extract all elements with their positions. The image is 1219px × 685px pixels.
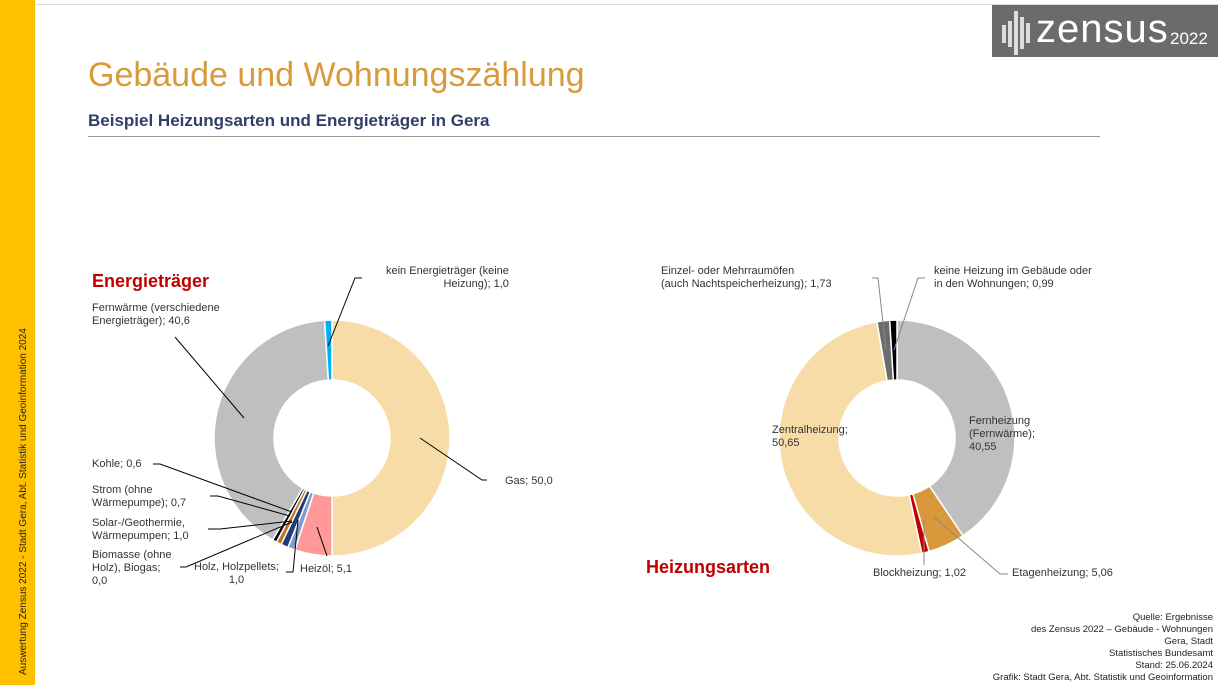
slice-keine-heizung-im-gebäude-oder-in-den-wohnungen (888, 319, 898, 381)
logo-year: 2022 (1170, 29, 1208, 48)
donut-energietraeger (213, 319, 451, 557)
leader-line (210, 495, 291, 517)
label-biomasse: Biomasse (ohne Holz), Biogas; 0,0 (92, 549, 172, 587)
chart-title-energietraeger: Energieträger (92, 271, 210, 291)
label-gas: Gas; 50,0 (505, 475, 553, 487)
label-kohle: Kohle; 0,6 (92, 458, 142, 470)
leader-line (180, 521, 293, 568)
leader-line (208, 520, 293, 530)
chart-title-heizungsarten: Heizungsarten (646, 557, 771, 577)
label-heizoel: Heizöl; 5,1 (300, 563, 352, 575)
label-kein-energietraeger: kein Energieträger (keine Heizung); 1,0 (386, 265, 509, 290)
label-fernwaerme: Fernwärme (verschiedene Energieträger); 4… (92, 302, 220, 327)
slice-zentralheizung (778, 320, 923, 557)
label-etagenheizung: Etagenheizung; 5,06 (1012, 567, 1113, 579)
label-solar: Solar-/Geothermie, Wärmepumpen; 1,0 (92, 517, 189, 542)
leader-line (419, 437, 487, 481)
title-rule (88, 136, 1100, 137)
page-subtitle: Beispiel Heizungsarten und Energieträger… (88, 111, 490, 130)
slice-kein-energieträger-keine-heizung- (323, 319, 333, 381)
label-fernheizung: Fernheizung (Fernwärme); 40,55 (969, 415, 1036, 453)
zensus-logo: zensus 2022 (992, 5, 1218, 57)
leader-line (872, 277, 887, 351)
leader-line (174, 336, 245, 419)
donut-heizungsarten (778, 319, 1016, 557)
page-title: Gebäude und Wohnungszählung (88, 56, 585, 94)
label-holz: Holz, Holzpellets; 1,0 (194, 561, 279, 586)
label-strom: Strom (ohne Wärmepumpe); 0,7 (92, 484, 187, 509)
leader-line (327, 277, 362, 347)
label-einzelraumoefen: Einzel- oder Mehrraumöfen (auch Nachtspei… (661, 265, 832, 290)
leader-line (153, 463, 293, 513)
slice-fernheizung-fernwärme- (896, 319, 1016, 537)
barcode-icon (1002, 11, 1030, 55)
slice-fernwärme-verschiedene-energieträger- (213, 319, 330, 541)
leader-lines (153, 277, 1008, 575)
leader-line (286, 519, 299, 573)
source-note: Quelle: Ergebnisse des Zensus 2022 – Gebä… (992, 612, 1213, 683)
sidebar-band: Auswertung Zensus 2022 - Stadt Gera, Abt… (0, 0, 35, 685)
leader-line (933, 516, 1008, 575)
slice-gas (331, 319, 451, 557)
label-zentralheizung: Zentralheizung; 50,65 (772, 424, 848, 449)
label-blockheizung: Blockheizung; 1,02 (873, 567, 966, 579)
leader-line (893, 277, 925, 351)
label-keine-heizung: keine Heizung im Gebäude oder in den Wohn… (934, 265, 1092, 290)
top-divider (35, 4, 1219, 5)
leader-line (316, 526, 328, 557)
logo-word: zensus (1036, 7, 1169, 51)
